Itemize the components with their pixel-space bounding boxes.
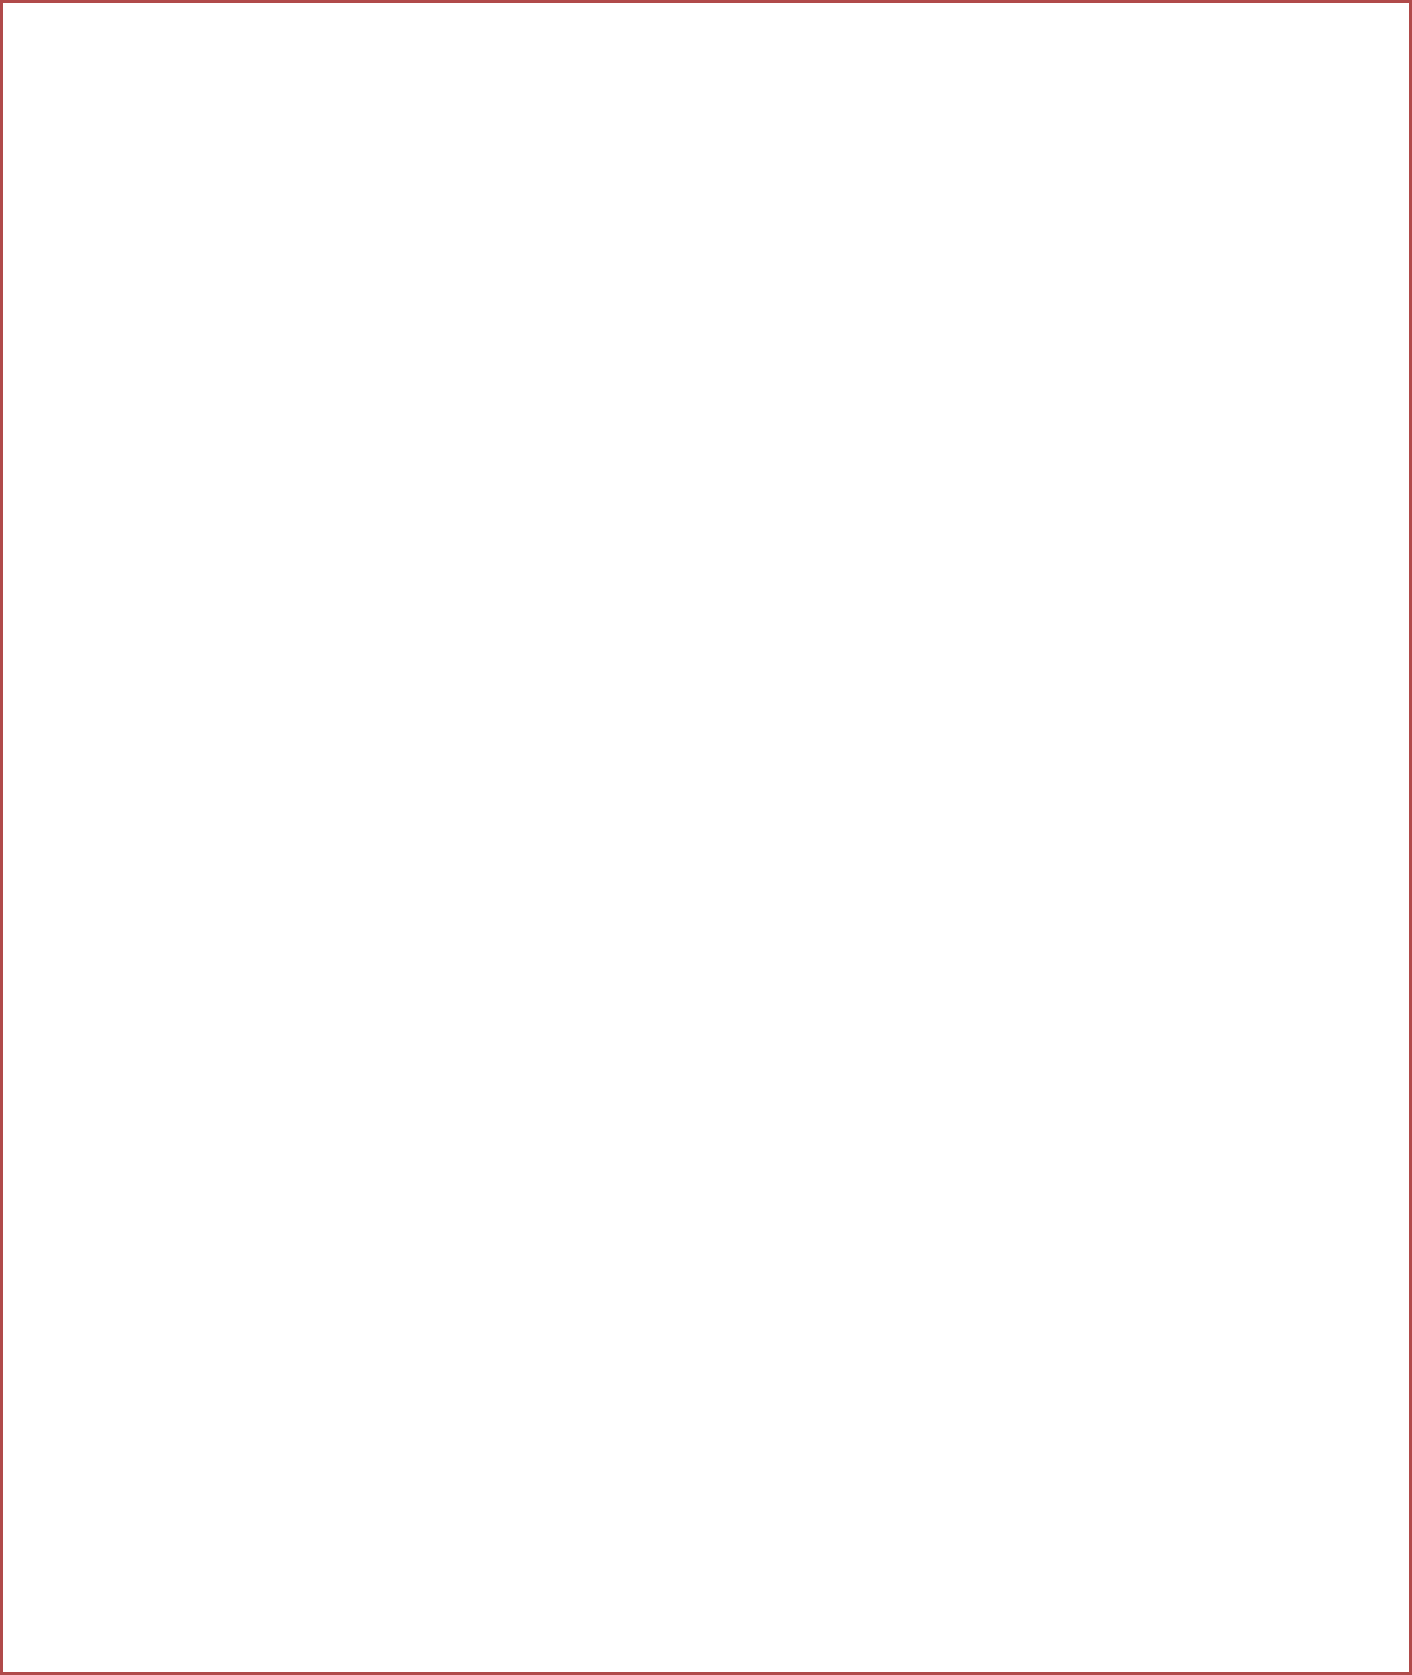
forest-plot-figure: [0, 0, 1412, 1675]
